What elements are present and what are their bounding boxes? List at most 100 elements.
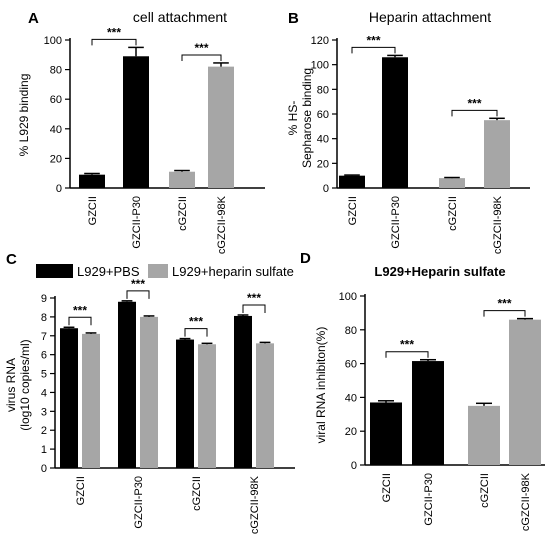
panel-letter-a: A	[28, 10, 39, 27]
panel-d-category-label: GZCII-P30	[423, 473, 435, 526]
panel-d-ytick-label: 60	[345, 359, 357, 371]
panel-c-ylabel-line2: (log10 copies/ml)	[18, 339, 32, 430]
legend-swatch-heparin	[148, 264, 168, 278]
panel-c-ytick-label: 6	[41, 350, 47, 362]
panel-c-ytick-label: 8	[41, 312, 47, 324]
panel-c-significance-bracket	[126, 290, 150, 299]
panel-d-category-label: cGZCII-98K	[520, 472, 532, 531]
panel-b-significance-bracket	[351, 46, 396, 54]
panel-c-ytick-label: 5	[41, 369, 47, 381]
panel-a-category-label: cGZCII	[177, 196, 189, 231]
panel-a-significance-bracket	[181, 54, 222, 61]
panel-d-bar	[509, 319, 541, 465]
panel-c-significance-label: ***	[189, 315, 203, 329]
panel-c-bar	[256, 343, 274, 468]
panel-c-significance-label: ***	[131, 277, 145, 291]
panel-d-bar	[370, 402, 402, 465]
panel-d-ytick-label: 40	[345, 392, 357, 404]
panel-b-plot: 0 20 40 60 80 100 120 GZCII GZCII-P30 cGZCII cGZCI…	[311, 33, 530, 254]
panel-c-category-label: cGZCII	[191, 476, 203, 511]
panel-b-ytick-label: 60	[317, 109, 329, 121]
panel-a-ytick-label: 100	[44, 35, 62, 47]
panel-b-ylabel-line2: Sepharose binding	[300, 68, 314, 168]
panel-b-ytick-label: 20	[317, 158, 329, 170]
panel-d-bar	[412, 361, 444, 465]
panel-a: A cell attachment % L929 binding 0 20 40 60…	[17, 9, 265, 254]
panel-a-bar	[169, 171, 195, 188]
panel-letter-d: D	[300, 250, 311, 267]
panel-b-bar	[339, 175, 365, 188]
panel-c-bar	[140, 316, 158, 468]
panel-b-bar	[439, 178, 465, 188]
panel-d-significance-bracket	[483, 310, 526, 317]
panel-b-significance-label: ***	[467, 96, 481, 110]
panel-b-significance-bracket	[451, 109, 498, 117]
panel-c-ytick-label: 4	[41, 387, 47, 399]
panel-a-significance-label: ***	[107, 25, 121, 39]
legend-label-heparin: L929+heparin sulfate	[172, 264, 294, 279]
panel-d-bar	[468, 405, 500, 465]
panel-a-category-label: cGZCII-98K	[216, 195, 228, 254]
panel-b-ytick-label: 0	[323, 183, 329, 195]
panel-c-category-label: GZCII	[75, 476, 87, 505]
panel-d-ytick-label: 0	[351, 460, 357, 472]
panel-d-ytick-label: 80	[345, 325, 357, 337]
panel-c-bar	[176, 339, 194, 468]
panel-letter-c: C	[6, 251, 17, 268]
panel-c-significance-label: ***	[247, 291, 261, 305]
panel-a-category-label: GZCII	[87, 196, 99, 225]
panel-c-significance-bracket	[184, 328, 208, 337]
legend-swatch-pbs	[36, 264, 73, 278]
panel-b-bar	[484, 120, 510, 188]
panel-a-ytick-label: 60	[50, 94, 62, 106]
panel-c-ytick-label: 3	[41, 406, 47, 418]
panel-d-significance-label: ***	[400, 338, 414, 352]
panel-d-ylabel: viral RNA inhibiton(%)	[314, 327, 328, 444]
panel-d-significance-bracket	[385, 351, 429, 358]
panel-c-bar	[118, 301, 136, 468]
panel-a-plot: 0 20 40 60 80 100 GZCII GZCII-P30 cGZCII cGZCII-9…	[44, 25, 265, 254]
panel-d-plot: 0 20 40 60 80 100 GZCII GZCII-P30 cGZCII cGZCII-9…	[339, 291, 545, 531]
panel-a-category-label: GZCII-P30	[131, 196, 143, 249]
panel-c-bar	[60, 328, 78, 468]
panel-c-ylabel-line1: virus RNA	[4, 358, 18, 412]
panel-c-ytick-label: 0	[41, 463, 47, 475]
panel-b: B Heparin attachment % HS- Sepharose bin…	[286, 9, 530, 254]
panel-letter-b: B	[288, 10, 299, 27]
panel-c-plot: 0 1 2 3 4 5 6 7 8 9 *** GZCII *** GZCII-P30 *** cGZCII *…	[41, 277, 295, 534]
panel-a-bar	[79, 174, 105, 188]
panel-a-ytick-label: 0	[56, 183, 62, 195]
panel-b-category-label: cGZCII-98K	[492, 195, 504, 254]
panel-d-significance-label: ***	[497, 297, 511, 311]
panel-d-ytick-label: 20	[345, 426, 357, 438]
panel-d: D L929+Heparin sulfate viral RNA inhibit…	[300, 250, 545, 531]
panel-d-ytick-label: 100	[339, 291, 357, 303]
panel-d-category-label: cGZCII	[479, 473, 491, 508]
panel-c-ytick-label: 7	[41, 331, 47, 343]
panel-a-bar	[123, 56, 149, 188]
panel-c-bar	[82, 333, 100, 468]
legend-label-pbs: L929+PBS	[77, 264, 140, 279]
panel-c-ytick-label: 2	[41, 425, 47, 437]
panel-c-ytick-label: 9	[41, 293, 47, 305]
panel-b-bar	[382, 57, 408, 189]
panel-b-ytick-label: 100	[311, 60, 329, 72]
panel-a-bar	[208, 66, 234, 188]
panel-b-category-label: GZCII	[347, 196, 359, 225]
panel-c-ytick-label: 1	[41, 444, 47, 456]
panel-c: C L929+PBS L929+heparin sulfate virus RN…	[4, 251, 295, 534]
panel-a-title: cell attachment	[133, 9, 227, 25]
panel-c-category-label: GZCII-P30	[133, 476, 145, 529]
panel-b-ytick-label: 40	[317, 134, 329, 146]
panel-d-title: L929+Heparin sulfate	[374, 264, 505, 279]
panel-a-ytick-label: 40	[50, 124, 62, 136]
panel-b-significance-label: ***	[366, 33, 380, 47]
panel-c-category-label: cGZCII-98K	[249, 475, 261, 534]
panel-b-category-label: cGZCII	[447, 196, 459, 231]
panel-c-bar	[198, 344, 216, 468]
panel-a-ytick-label: 80	[50, 65, 62, 77]
panel-c-legend: L929+PBS L929+heparin sulfate	[36, 264, 294, 279]
panel-b-title: Heparin attachment	[369, 9, 491, 25]
panel-b-category-label: GZCII-P30	[390, 196, 402, 249]
panel-c-significance-bracket	[242, 304, 266, 313]
